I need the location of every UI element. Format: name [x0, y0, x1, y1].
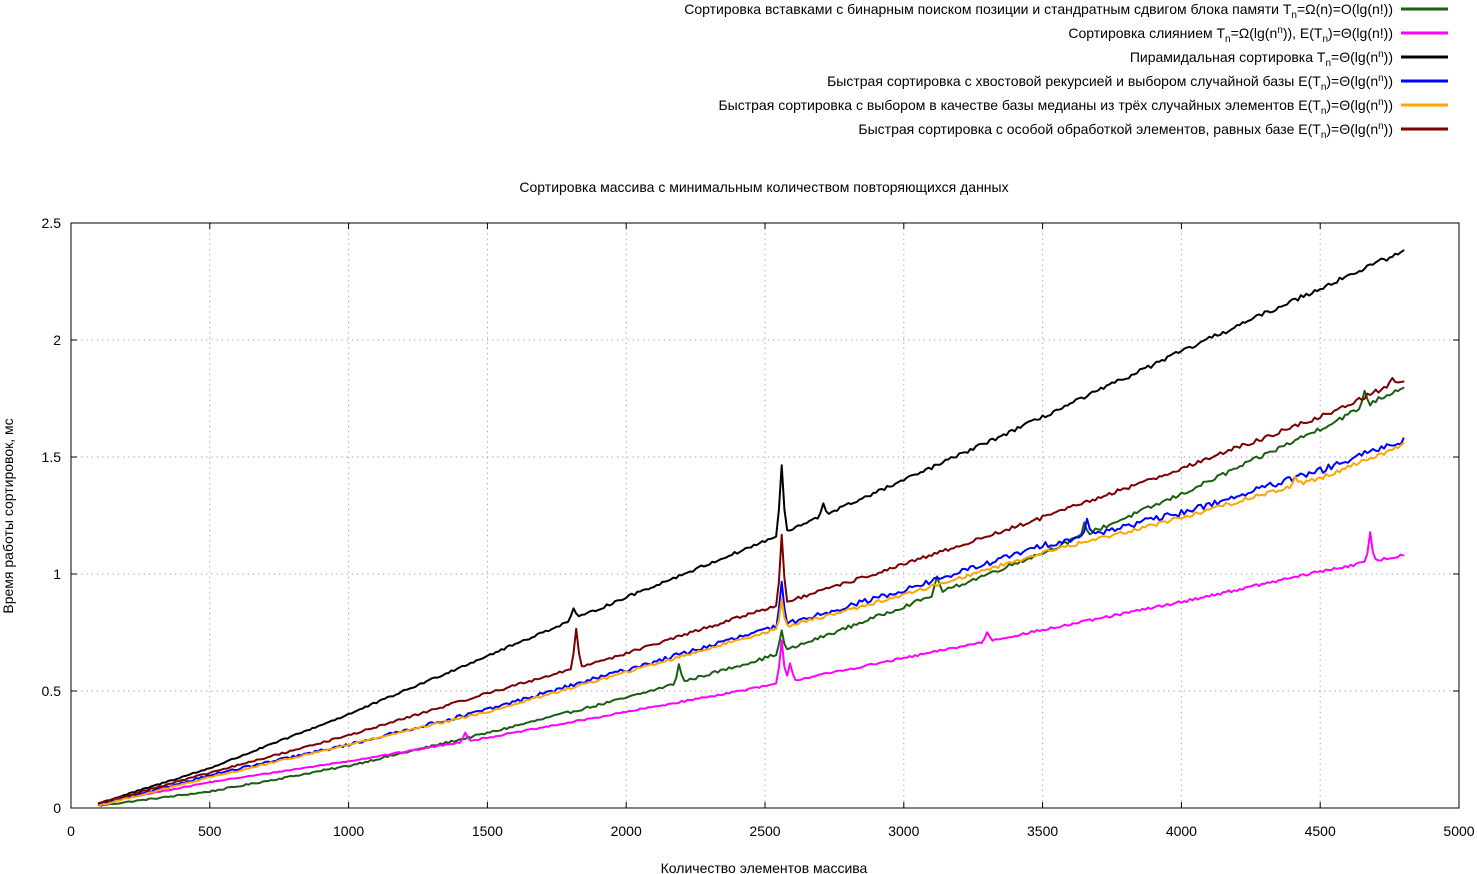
x-axis-label: Количество элементов массива: [661, 860, 868, 874]
y-tick-label: 0.5: [42, 683, 62, 699]
legend-label-part: n: [1321, 82, 1327, 93]
legend-label: Пирамидальная сортировка Tn=Θ(lg(nn)): [1130, 49, 1393, 69]
legend-label-part: n: [1378, 49, 1384, 60]
y-axis-ticks: 0 0.5 1 1.5 2 2.5: [42, 215, 1459, 816]
y-tick-label: 2: [53, 332, 61, 348]
legend-label-part: Быстрая сортировка с особой обработкой э…: [858, 121, 1321, 137]
series-line-1: [97, 386, 1405, 807]
legend-label-part: Быстрая сортировка с хвостовой рекурсией…: [827, 73, 1321, 89]
legend-item: Пирамидальная сортировка Tn=Θ(lg(nn)): [1130, 49, 1448, 69]
legend-label-part: =Θ(lg(n: [1331, 49, 1378, 65]
legend-label-part: Сортировка вставками с бинарным поиском …: [684, 1, 1292, 17]
y-axis-label: Время работы сортировок, мс: [0, 418, 16, 613]
legend-label-part: )): [1384, 73, 1393, 89]
x-tick-label: 0: [67, 823, 75, 839]
legend-label-part: =Ω(n)=O(lg(n!)): [1297, 1, 1393, 17]
legend-label-part: n: [1378, 73, 1384, 84]
legend-item: Быстрая сортировка с особой обработкой э…: [858, 121, 1448, 141]
plot-border: [70, 222, 1460, 809]
legend-label-part: Быстрая сортировка с выбором в качестве …: [718, 97, 1321, 113]
legend-label-part: Сортировка слиянием T: [1068, 25, 1225, 41]
x-tick-label: 4000: [1166, 823, 1197, 839]
x-tick-label: 1500: [472, 823, 503, 839]
legend-label-part: n: [1321, 130, 1327, 141]
legend-label-part: n: [1277, 25, 1283, 36]
legend-item: Быстрая сортировка с выбором в качестве …: [718, 97, 1448, 117]
legend-label-part: )), E(T: [1283, 25, 1323, 41]
legend-label-part: n: [1291, 10, 1297, 21]
legend-label-part: )=Θ(lg(n: [1326, 121, 1378, 137]
x-tick-label: 2000: [611, 823, 642, 839]
series-line-2: [97, 531, 1405, 805]
legend-label-part: )): [1384, 97, 1393, 113]
x-tick-label: 500: [198, 823, 222, 839]
y-tick-label: 1: [53, 566, 61, 582]
legend-label: Сортировка слиянием Tn=Ω(lg(nn)), E(Tn)=…: [1068, 25, 1393, 45]
legend-label-part: Пирамидальная сортировка T: [1130, 49, 1326, 65]
legend-label-part: n: [1325, 58, 1331, 69]
chart-title: Сортировка массива с минимальным количес…: [519, 179, 1008, 195]
x-tick-label: 4500: [1305, 823, 1336, 839]
legend-label-part: n: [1225, 34, 1231, 45]
grid: [71, 223, 1459, 808]
legend-label-part: n: [1322, 34, 1328, 45]
series-line-4: [97, 437, 1405, 807]
x-axis-ticks: 0 500 1000 1500 2000 2500 3000 3500 4000 4500 5000: [67, 223, 1475, 839]
legend-label-part: =Ω(lg(n: [1231, 25, 1278, 41]
legend-item: Сортировка слиянием Tn=Ω(lg(nn)), E(Tn)=…: [1068, 25, 1448, 45]
legend-label-part: )=Θ(lg(n!)): [1328, 25, 1393, 41]
legend-label-part: n: [1378, 97, 1384, 108]
legend-label-part: n: [1321, 106, 1327, 117]
legend-label-part: )=Θ(lg(n: [1326, 73, 1378, 89]
series-line-3: [97, 249, 1405, 805]
series-line-5: [97, 442, 1405, 807]
legend-label-part: )): [1384, 49, 1393, 65]
legend-label: Сортировка вставками с бинарным поиском …: [684, 1, 1393, 21]
x-tick-label: 3500: [1027, 823, 1058, 839]
x-tick-label: 2500: [749, 823, 780, 839]
series-lines: [97, 249, 1405, 807]
y-tick-label: 2.5: [42, 215, 62, 231]
x-tick-label: 3000: [888, 823, 919, 839]
legend-label-part: )=Θ(lg(n: [1326, 97, 1378, 113]
x-tick-label: 5000: [1443, 823, 1474, 839]
series-line-6: [97, 377, 1405, 805]
legend: Сортировка вставками с бинарным поиском …: [684, 1, 1448, 141]
y-tick-label: 0: [53, 800, 61, 816]
legend-item: Быстрая сортировка с хвостовой рекурсией…: [827, 73, 1448, 93]
x-tick-label: 1000: [333, 823, 364, 839]
legend-item: Сортировка вставками с бинарным поиском …: [684, 1, 1448, 21]
legend-label-part: )): [1384, 121, 1393, 137]
legend-label: Быстрая сортировка с хвостовой рекурсией…: [827, 73, 1393, 93]
legend-label: Быстрая сортировка с особой обработкой э…: [858, 121, 1393, 141]
legend-label: Быстрая сортировка с выбором в качестве …: [718, 97, 1393, 117]
legend-label-part: n: [1378, 121, 1384, 132]
y-tick-label: 1.5: [42, 449, 62, 465]
